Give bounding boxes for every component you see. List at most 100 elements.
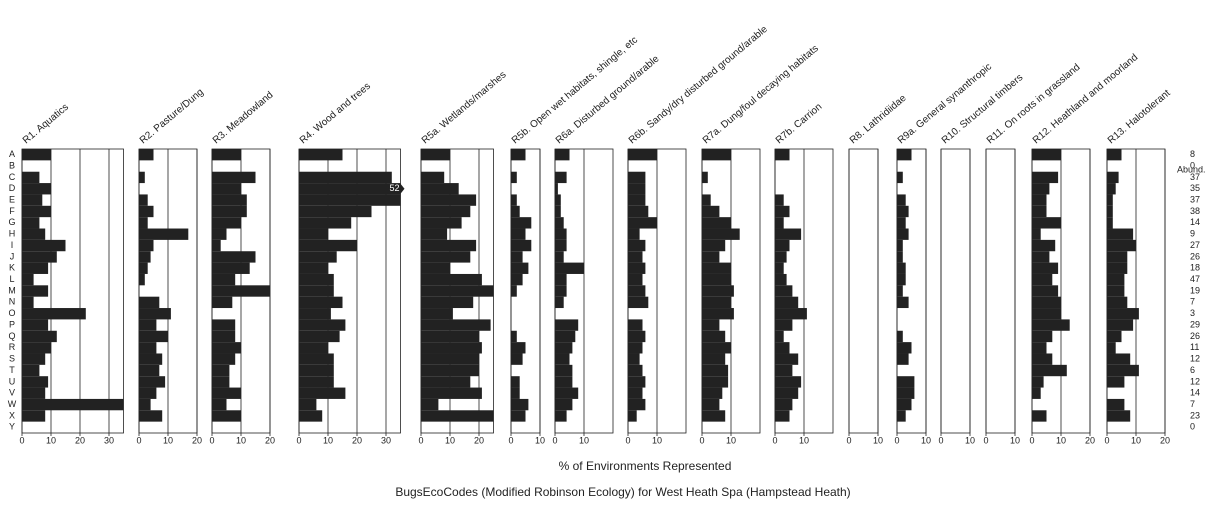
bar	[511, 228, 526, 240]
bar	[299, 217, 352, 229]
bar	[897, 251, 903, 263]
bars	[212, 149, 270, 422]
bar	[897, 228, 909, 240]
bar	[1107, 239, 1136, 252]
bar	[702, 387, 723, 399]
row-label: L	[9, 274, 14, 284]
bar	[702, 410, 726, 422]
bar	[139, 296, 160, 309]
bar	[22, 228, 46, 240]
row-label: A	[9, 149, 15, 159]
bar	[702, 273, 731, 286]
panel-title: R10. Structural timbers	[940, 72, 1025, 146]
bar	[555, 228, 567, 240]
abundance-value: 37	[1190, 194, 1200, 204]
bar	[555, 251, 564, 263]
bar	[212, 410, 241, 422]
x-tick-label: 0	[209, 435, 214, 445]
abundance-value: 23	[1190, 410, 1200, 420]
bar	[212, 149, 241, 161]
bar	[1032, 330, 1053, 343]
abundance-value: 0	[1190, 422, 1195, 432]
bar	[421, 262, 450, 274]
bar	[212, 228, 227, 240]
bar	[775, 262, 784, 274]
x-tick-label: 20	[352, 435, 362, 445]
bar	[139, 410, 163, 422]
bar	[702, 262, 731, 274]
bar	[555, 319, 579, 331]
bar	[1032, 285, 1059, 297]
bar	[775, 387, 799, 399]
bar	[212, 398, 227, 411]
bar	[1107, 342, 1116, 354]
x-tick-label: 0	[418, 435, 423, 445]
abundance-value: 14	[1190, 388, 1200, 398]
bar	[511, 194, 517, 206]
abundance-value: 18	[1190, 263, 1200, 273]
bar	[555, 353, 570, 365]
x-tick-label: 10	[236, 435, 246, 445]
bar	[628, 353, 640, 365]
abundance-value: 35	[1190, 183, 1200, 193]
bar	[555, 376, 573, 388]
bar	[1032, 353, 1053, 365]
bar	[212, 217, 241, 229]
bar	[1032, 308, 1061, 320]
bar	[1107, 285, 1125, 297]
x-tick-label: 0	[846, 435, 851, 445]
bar	[897, 285, 903, 297]
bars	[299, 149, 401, 422]
bar	[1107, 251, 1128, 263]
caption: BugsEcoCodes (Modified Robinson Ecology)…	[395, 485, 850, 499]
bar	[555, 410, 567, 422]
bar	[212, 353, 236, 365]
bar	[1107, 308, 1139, 320]
bar	[897, 342, 912, 354]
bar	[22, 194, 43, 206]
bar	[212, 364, 230, 377]
bar	[22, 376, 49, 388]
x-tick-label: 0	[983, 435, 988, 445]
bar	[1107, 194, 1113, 206]
bar	[555, 285, 567, 297]
x-tick-label: 0	[938, 435, 943, 445]
abundance-value: 6	[1190, 365, 1195, 375]
bar	[1032, 217, 1061, 229]
bar	[702, 217, 731, 229]
bar	[1032, 149, 1061, 161]
bar	[775, 319, 793, 331]
row-label: X	[9, 410, 15, 420]
bar	[421, 205, 471, 218]
bar	[628, 262, 646, 274]
row-label: J	[10, 251, 15, 261]
x-tick-label: 0	[552, 435, 557, 445]
x-tick-label: 10	[1010, 435, 1020, 445]
bar	[421, 387, 482, 399]
bar	[555, 296, 564, 309]
bar	[628, 342, 643, 354]
bar	[511, 387, 520, 399]
bar	[775, 330, 784, 343]
bar	[511, 251, 523, 263]
bar	[1107, 410, 1131, 422]
x-tick-label: 0	[1104, 435, 1109, 445]
bar	[139, 319, 157, 331]
bar	[628, 228, 640, 240]
bar	[299, 398, 317, 411]
bar	[139, 387, 157, 399]
bar	[299, 364, 334, 377]
bar	[299, 183, 401, 195]
row-label: C	[9, 172, 16, 182]
x-tick-label: 20	[474, 435, 484, 445]
bar	[628, 217, 657, 229]
bar	[775, 410, 790, 422]
bar	[1107, 296, 1128, 309]
bar	[22, 353, 46, 365]
abundance-value: 19	[1190, 285, 1200, 295]
x-tick-label: 10	[163, 435, 173, 445]
bar	[421, 171, 445, 184]
bar	[1107, 149, 1122, 161]
bar	[897, 273, 906, 286]
